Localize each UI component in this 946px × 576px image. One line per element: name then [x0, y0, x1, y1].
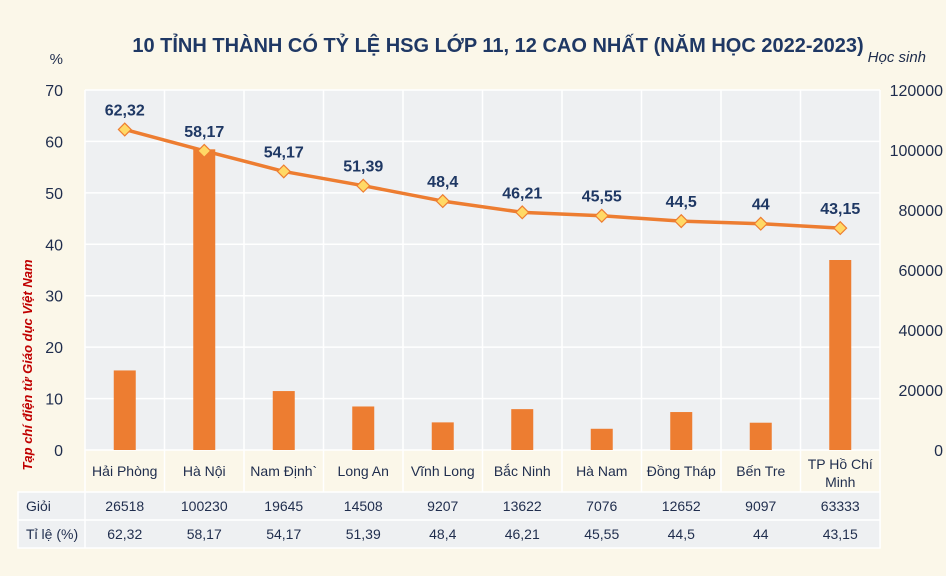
line-series — [124, 127, 841, 230]
table-cell: 44,5 — [668, 526, 695, 542]
category-label: Bắc Ninh — [494, 463, 551, 479]
table-cell: 45,55 — [584, 526, 619, 542]
left-axis-tick-label: 30 — [45, 289, 63, 306]
bar — [749, 422, 772, 450]
category-label: Long An — [338, 463, 389, 479]
category-label: Hà Nam — [576, 463, 627, 479]
line-marker — [197, 143, 212, 159]
table-row-header: Tỉ lệ (%) — [26, 526, 78, 542]
side-note: Tạp chí điện tử Giáo dục Việt Nam — [20, 259, 35, 470]
category-label: Bến Tre — [736, 463, 785, 479]
bar — [193, 149, 216, 450]
bar — [829, 260, 852, 450]
line-marker — [276, 164, 291, 179]
table-cell: 14508 — [344, 498, 383, 514]
table-cell: 9097 — [745, 498, 776, 514]
line-marker — [833, 220, 848, 236]
left-axis-tick-label: 50 — [45, 186, 63, 203]
right-axis-tick-label: 20000 — [899, 383, 944, 400]
table-cell: 54,17 — [266, 526, 301, 542]
category-label: Vĩnh Long — [411, 463, 475, 479]
table-cell: 62,32 — [107, 526, 142, 542]
bar — [272, 391, 295, 450]
table-cell: 26518 — [105, 498, 144, 514]
left-axis-tick-label: 60 — [45, 134, 63, 151]
table-cell: 9207 — [427, 498, 458, 514]
category-label: Hà Nội — [183, 463, 226, 479]
table-row-header: Giỏi — [26, 498, 51, 514]
data-label: 62,32 — [105, 102, 145, 119]
right-axis-tick-label: 80000 — [899, 203, 944, 220]
data-label: 44 — [752, 197, 770, 214]
table-cell: 13622 — [503, 498, 542, 514]
line-marker — [117, 122, 132, 137]
table-cell: 58,17 — [187, 526, 222, 542]
table-cell: 19645 — [264, 498, 303, 514]
table-cell: 12652 — [662, 498, 701, 514]
data-label: 46,21 — [502, 185, 542, 202]
table-cell: 46,21 — [505, 526, 540, 542]
table-cell: 51,39 — [346, 526, 381, 542]
bar — [590, 428, 613, 450]
table-cell: 100230 — [181, 498, 228, 514]
table-cell: 48,4 — [429, 526, 456, 542]
bar — [113, 370, 136, 450]
bar — [670, 412, 693, 450]
table-cell: 44 — [753, 526, 769, 542]
category-label: Đồng Tháp — [647, 463, 716, 479]
left-axis-tick-label: 70 — [45, 83, 63, 100]
data-label: 44,5 — [666, 194, 697, 211]
left-axis-tick-label: 20 — [45, 340, 63, 357]
table-cell: 63333 — [821, 498, 860, 514]
right-axis-tick-label: 0 — [934, 443, 943, 460]
bar — [511, 409, 534, 450]
data-label: 48,4 — [427, 174, 458, 191]
bar — [352, 406, 375, 450]
left-axis-label: % — [50, 51, 63, 68]
bar — [431, 422, 454, 450]
line-marker — [753, 216, 768, 231]
data-label: 43,15 — [820, 201, 860, 218]
data-label: 58,17 — [184, 124, 224, 141]
category-label: Nam Định` — [250, 463, 317, 479]
data-label: 54,17 — [264, 144, 304, 161]
right-axis-label: Học sinh — [868, 49, 926, 66]
right-axis-tick-label: 60000 — [899, 263, 944, 280]
data-label: 51,39 — [343, 159, 383, 176]
category-label: Hải Phòng — [92, 463, 157, 479]
chart-title: 10 TỈNH THÀNH CÓ TỶ LỆ HSG LỚP 11, 12 CA… — [132, 33, 863, 57]
data-label: 45,55 — [582, 189, 622, 206]
table-cell: 43,15 — [823, 526, 858, 542]
right-axis-tick-label: 40000 — [899, 323, 944, 340]
line-marker — [356, 178, 371, 193]
left-axis-tick-label: 40 — [45, 237, 63, 254]
line-marker — [435, 193, 450, 209]
line-marker — [515, 205, 530, 220]
right-axis-tick-label: 120000 — [890, 83, 943, 100]
table-cell: 7076 — [586, 498, 617, 514]
line-marker — [674, 213, 689, 229]
left-axis-tick-label: 10 — [45, 392, 63, 409]
line-marker — [594, 208, 609, 223]
left-axis-tick-label: 0 — [54, 443, 63, 460]
category-label: TP Hồ Chí Minh — [808, 456, 873, 490]
right-axis-tick-label: 100000 — [890, 143, 943, 160]
